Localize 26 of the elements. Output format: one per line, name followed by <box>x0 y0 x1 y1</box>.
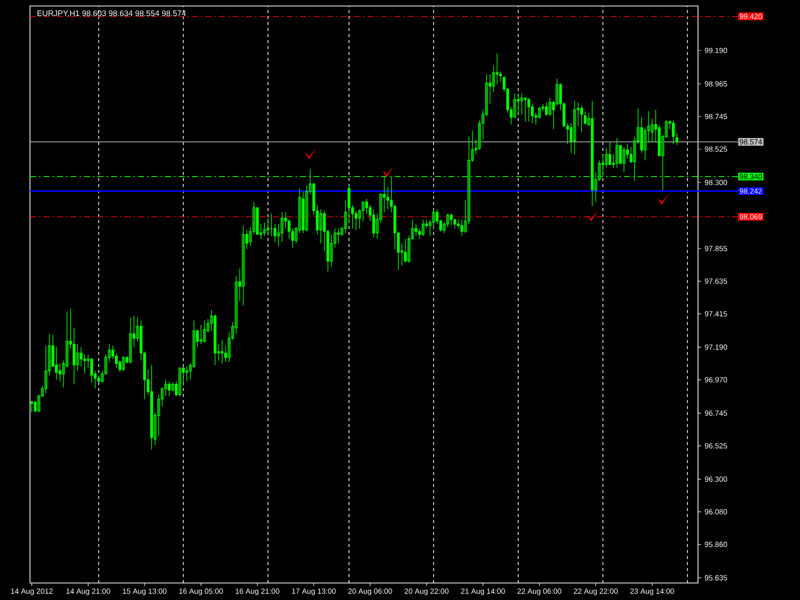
candlestick <box>545 102 548 116</box>
candlestick <box>150 364 154 450</box>
candlestick <box>516 94 520 114</box>
candlestick <box>675 132 678 146</box>
candlestick <box>214 314 216 366</box>
candlestick <box>263 222 266 236</box>
candlestick <box>266 218 270 235</box>
candlestick <box>524 98 527 122</box>
candlestick <box>30 400 34 413</box>
candlestick <box>404 238 407 263</box>
candlestick <box>608 142 612 166</box>
candlestick <box>422 219 424 236</box>
candlestick <box>580 105 584 132</box>
candlestick <box>573 100 576 155</box>
candlestick <box>129 317 132 364</box>
candlestick <box>122 356 125 372</box>
candlestick <box>527 98 530 122</box>
candlestick <box>280 212 284 242</box>
candlestick <box>185 366 188 382</box>
candlestick <box>220 339 224 364</box>
candlestick <box>200 324 202 345</box>
candlestick <box>622 146 626 172</box>
candlestick <box>203 320 206 344</box>
candlestick <box>414 224 418 236</box>
candlestick <box>616 138 618 168</box>
candlestick <box>337 228 340 244</box>
